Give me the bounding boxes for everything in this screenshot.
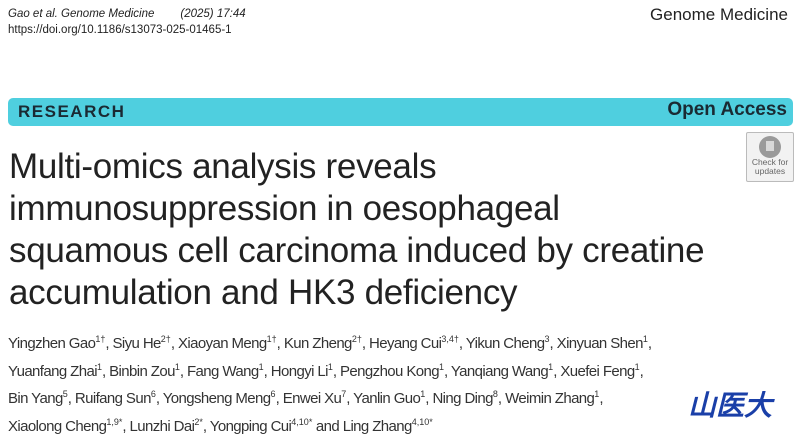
author-affiliation: 2* [194, 416, 203, 427]
author-affiliation: 1† [95, 334, 106, 344]
author-affiliation: 1 [642, 334, 648, 344]
author[interactable]: Xiaolong Cheng1,9* [8, 416, 123, 435]
author-name: Bin Yang [8, 390, 63, 407]
open-access-label: Open Access [667, 99, 787, 120]
author-name: Yanqiang Wang [450, 362, 549, 380]
author-affiliation: 1,9* [106, 416, 123, 427]
author-affiliation: 2† [351, 334, 362, 344]
author-name: Lunzhi Dai [129, 417, 195, 435]
article-title-text: Multi-omics analysis reveals immunosuppre… [9, 147, 705, 312]
author[interactable]: Xuefei Feng1 [560, 361, 640, 380]
author-name: Ruifang Sun [74, 390, 152, 407]
author-affiliation: 8 [492, 389, 498, 399]
author-affiliation: 5 [62, 389, 68, 399]
author-affiliation: 6 [270, 389, 276, 399]
author-name: Weimin Zhang [505, 390, 595, 407]
author-name: Pengzhou Kong [340, 362, 440, 380]
citation-journal: Gao et al. Genome Medicine [8, 8, 155, 20]
author-name: Xinyuan Shen [556, 335, 644, 352]
author-name: Binbin Zou [109, 362, 175, 380]
author-name: Kun Zheng [283, 335, 353, 352]
author[interactable]: Xinyuan Shen1 [556, 334, 648, 352]
author[interactable]: Yongping Cui4,10* [209, 416, 313, 435]
check-updates-line1: Check for [751, 157, 789, 167]
author[interactable]: Weimin Zhang1 [505, 389, 600, 407]
citation: Gao et al. Genome Medicine (2025) 17:44 h… [8, 6, 246, 38]
author-affiliation: 1 [548, 361, 554, 372]
author[interactable]: Bin Yang5 [8, 389, 68, 407]
author-name: Xuefei Feng [560, 362, 635, 380]
author[interactable]: Enwei Xu7 [282, 389, 347, 407]
author-name: Yongping Cui [209, 417, 292, 435]
author-affiliation: 1 [174, 361, 180, 372]
author-name: Xiaoyan Meng [177, 335, 267, 352]
crossmark-icon [759, 136, 781, 158]
author[interactable]: Heyang Cui3,4† [368, 334, 459, 352]
journal-name: Genome Medicine [650, 5, 788, 24]
author[interactable]: Ning Ding8 [432, 389, 498, 407]
doi-link[interactable]: https://doi.org/10.1186/s13073-025-01465… [8, 24, 232, 36]
author-affiliation: 1 [327, 361, 333, 372]
author[interactable]: Binbin Zou1 [109, 361, 180, 380]
author-name: Hongyi Li [270, 362, 329, 380]
author-affiliation: 4,10* [291, 416, 313, 427]
author-affiliation: 2† [160, 334, 171, 344]
author-affiliation: 1† [266, 334, 277, 344]
author[interactable]: Yingzhen Gao1† [8, 334, 106, 352]
section-label: RESEARCH [18, 102, 126, 121]
author-name: Siyu He [112, 335, 161, 352]
author-name: Yingzhen Gao [8, 335, 96, 352]
author[interactable]: Xiaoyan Meng1† [177, 334, 277, 352]
author-affiliation: 3,4† [441, 334, 459, 344]
author-name: Xiaolong Cheng [8, 417, 107, 435]
author[interactable]: Ruifang Sun6 [74, 389, 156, 407]
check-updates-line2: updates [754, 166, 786, 176]
author[interactable]: Ling Zhang4,10* [342, 416, 433, 435]
author-affiliation: 4,10* [411, 416, 433, 427]
author-name: Yanlin Guo [353, 390, 421, 407]
author-affiliation: 3 [544, 334, 550, 344]
author[interactable]: Lunzhi Dai2* [129, 416, 203, 435]
author-name: Yongsheng Meng [162, 390, 271, 407]
check-for-updates-button[interactable]: Check for updates [746, 132, 794, 182]
author[interactable]: Siyu He2† [112, 334, 171, 352]
author-affiliation: 1 [420, 389, 426, 399]
author[interactable]: Yuanfang Zhai1 [8, 361, 102, 380]
author-name: Yikun Cheng [465, 335, 545, 352]
author[interactable]: Yongsheng Meng6 [162, 389, 276, 407]
author-affiliation: 6 [150, 389, 156, 399]
article-type-banner: RESEARCH Open Access [8, 98, 793, 126]
author-name: Ning Ding [432, 390, 493, 407]
author-name: Enwei Xu [282, 390, 342, 407]
author-name: Fang Wang [186, 362, 259, 380]
article-title: Multi-omics analysis reveals immunosuppre… [9, 146, 705, 314]
author-affiliation: 1 [594, 389, 600, 399]
author[interactable]: Pengzhou Kong1 [340, 361, 445, 380]
citation-year-volume: (2025) 17:44 [180, 8, 246, 20]
author-list: Yingzhen Gao1†, Siyu He2†, Xiaoyan Meng1… [8, 334, 652, 435]
author-affiliation: 7 [341, 389, 347, 399]
author[interactable]: Yikun Cheng3 [465, 334, 550, 352]
author-name: Heyang Cui [368, 335, 442, 352]
author[interactable]: Hongyi Li1 [270, 361, 333, 380]
author[interactable]: Fang Wang1 [186, 361, 264, 380]
author-affiliation: 1 [96, 361, 102, 372]
author-affiliation: 1 [439, 361, 445, 372]
watermark-logo: 山医大 [688, 389, 773, 422]
author[interactable]: Yanlin Guo1 [353, 389, 426, 407]
author-affiliation: 1 [258, 361, 264, 372]
author-name: Ling Zhang [342, 417, 413, 435]
author-name: Yuanfang Zhai [8, 362, 98, 380]
author-affiliation: 1 [634, 361, 640, 372]
author[interactable]: Kun Zheng2† [283, 334, 362, 352]
author-conjunction: and [312, 417, 343, 435]
author[interactable]: Yanqiang Wang1 [450, 361, 554, 380]
